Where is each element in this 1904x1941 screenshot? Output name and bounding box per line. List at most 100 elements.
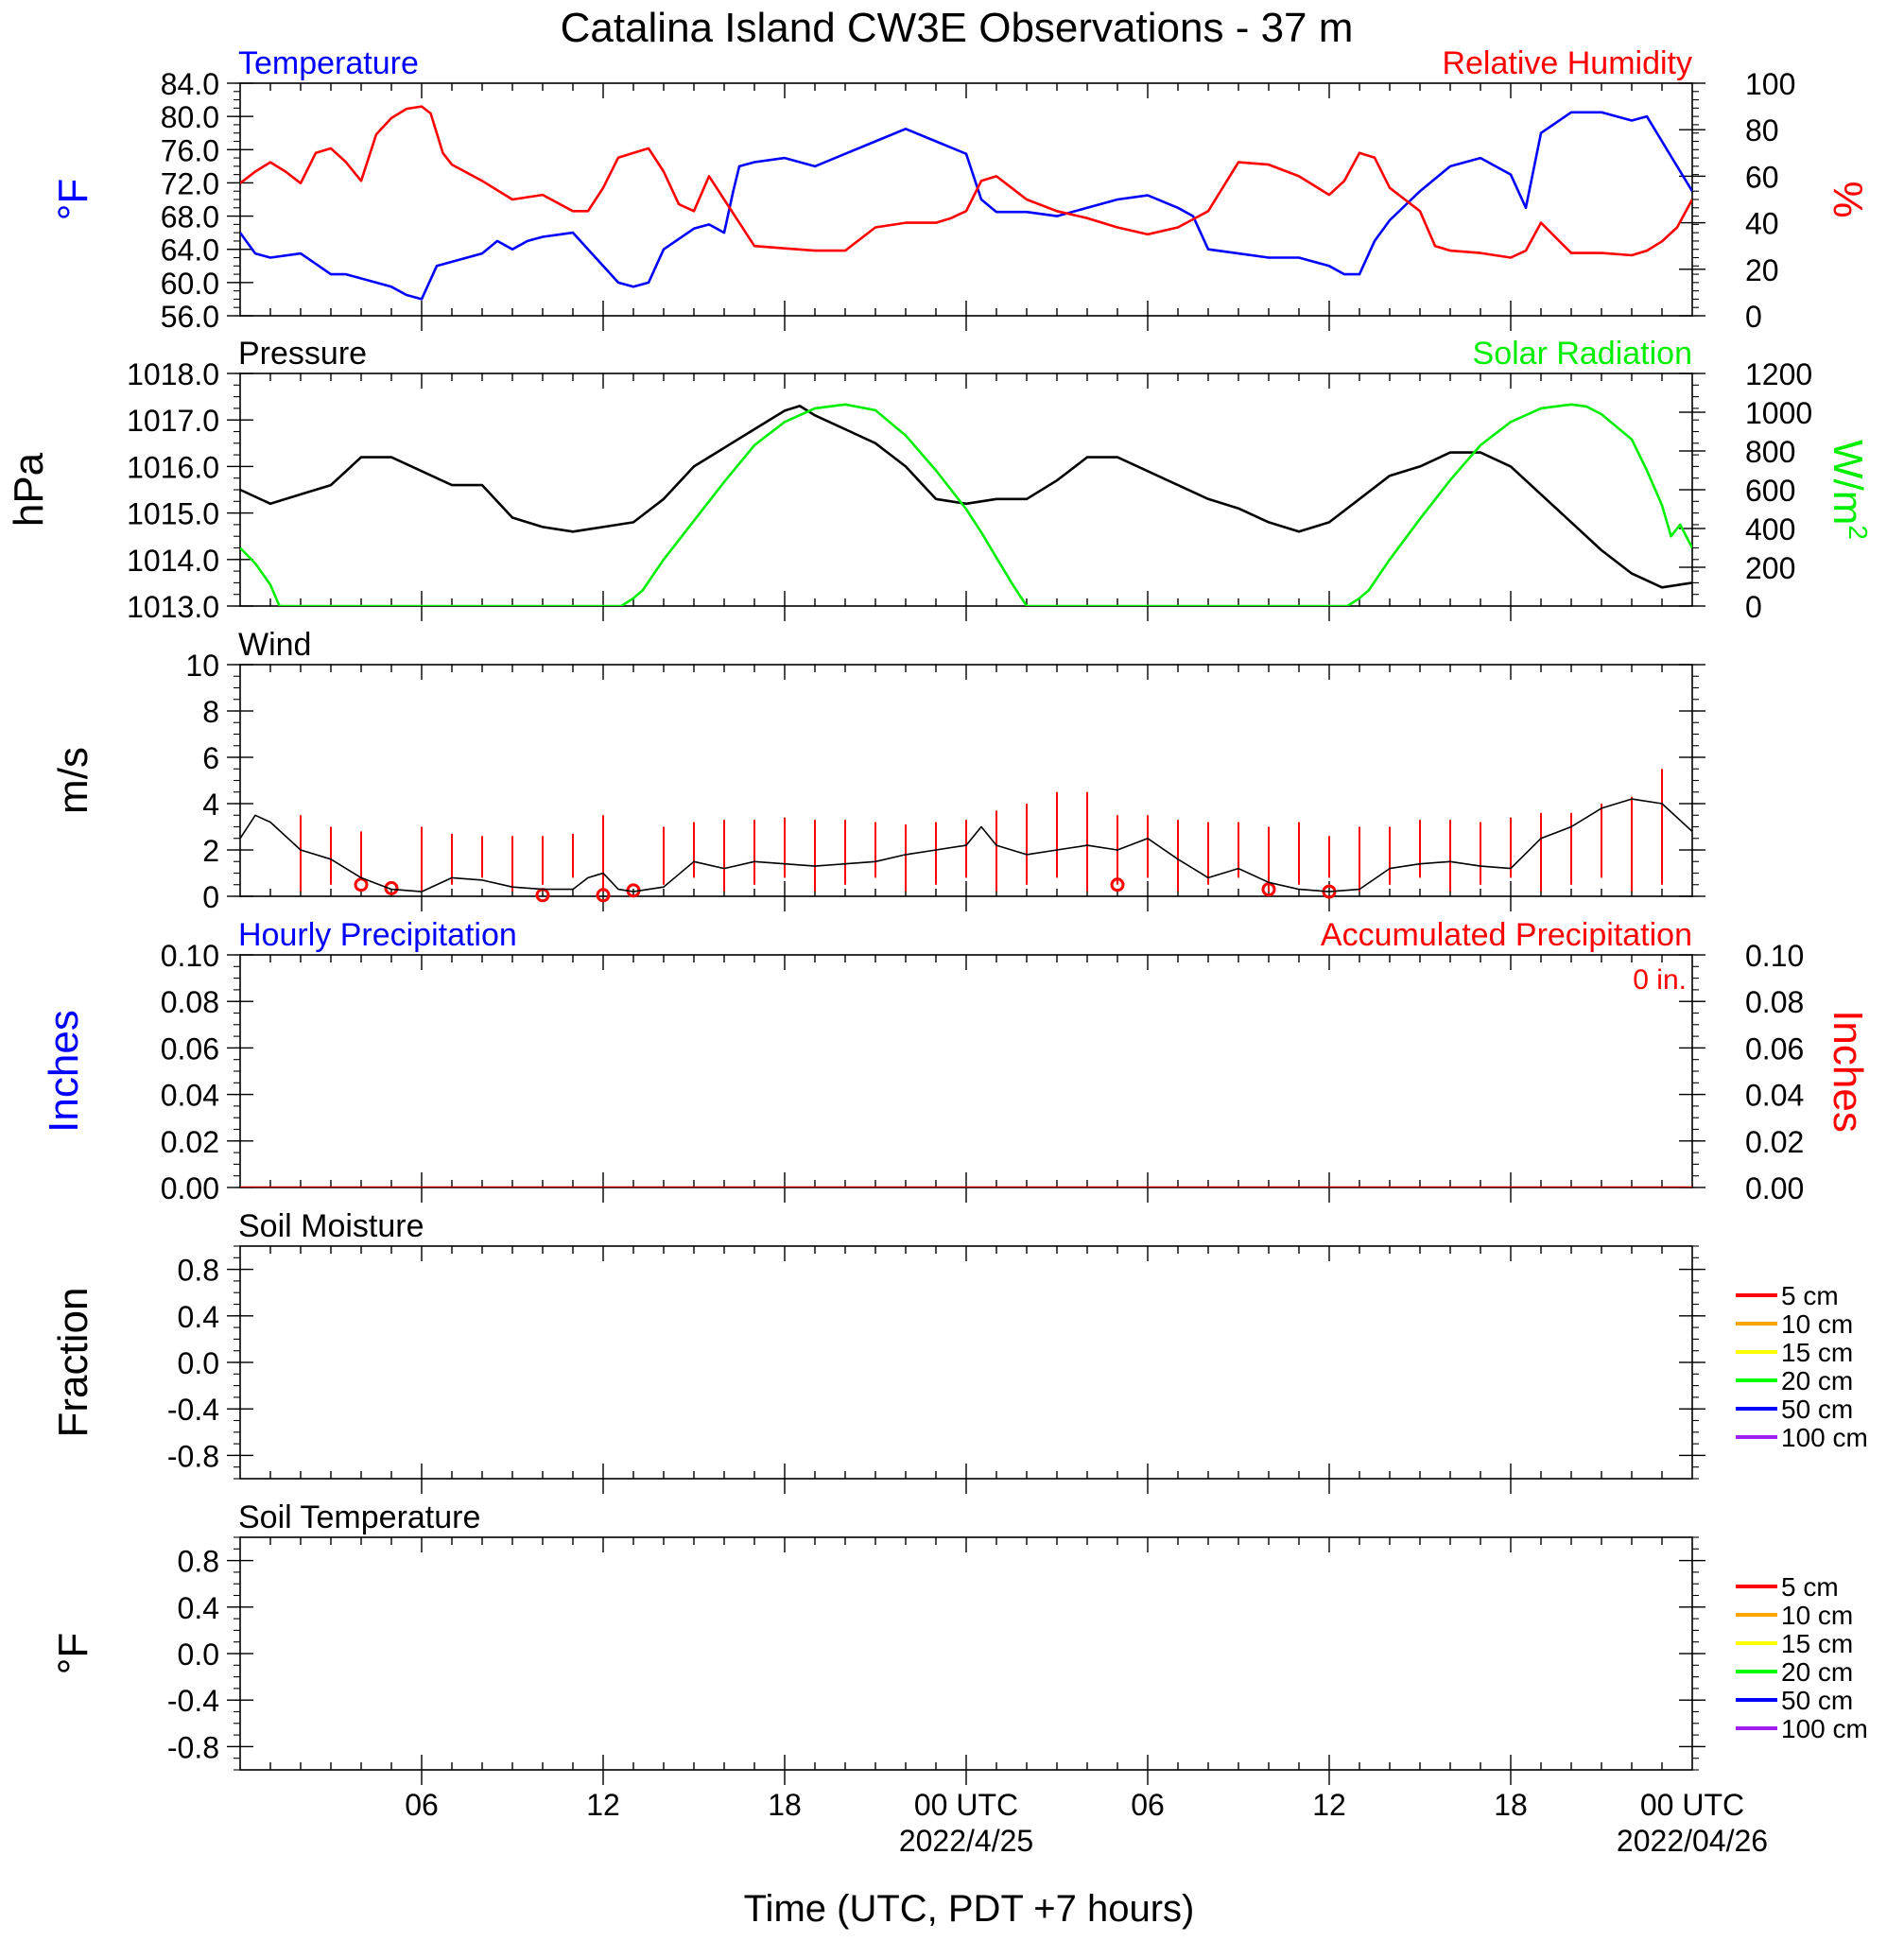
- x-tick-date-label: 2022/4/25: [899, 1824, 1033, 1858]
- y-left-tick-label: -0.4: [167, 1684, 219, 1718]
- y-left-tick-label: 0.00: [161, 1171, 219, 1205]
- legend-label: 50 cm: [1781, 1395, 1853, 1424]
- y-left-tick-label: 0.8: [178, 1254, 219, 1288]
- plot-frame: [239, 1245, 1693, 1480]
- y-left-tick-label: 84.0: [161, 67, 219, 101]
- legend-label: 5 cm: [1781, 1572, 1839, 1602]
- panel-precipitation: 0.00 0.02 0.04 0.06 0.08 0.10 0.00 0.02 0.04 0.06…: [41, 917, 1871, 1205]
- x-axis-label: Time (UTC, PDT +7 hours): [744, 1888, 1195, 1930]
- panel-title-left: Soil Temperature: [238, 1499, 480, 1535]
- panel-soil-temperature: -0.8 -0.4 0.0 0.4 0.8 Soil Temperature °F 5 cm 1…: [50, 1499, 1868, 1785]
- series-line-solar-radiation: [240, 403, 1692, 606]
- y-right-tick-label: 0.04: [1745, 1079, 1804, 1113]
- panel-title-right: Solar Radiation: [1473, 336, 1692, 372]
- y-left-tick-label: -0.8: [167, 1439, 219, 1473]
- y-left-tick-label: 1015.0: [127, 497, 219, 531]
- x-tick-label: 06: [405, 1788, 439, 1822]
- y-left-tick-label: -0.8: [167, 1730, 219, 1764]
- x-tick-label: 00 UTC: [914, 1788, 1018, 1822]
- y-axis-label-left: Fraction: [50, 1288, 96, 1438]
- y-left-tick-label: 80.0: [161, 100, 219, 134]
- y-left-tick-label: 60.0: [161, 267, 219, 301]
- calm-wind-marker: [384, 880, 399, 895]
- panel-wind: 0 2 4 6 8 10 Wind m/s: [50, 627, 1705, 914]
- y-left-tick-label: 1017.0: [127, 404, 219, 438]
- y-right-tick-label: 20: [1745, 253, 1779, 287]
- y-left-tick-label: 56.0: [161, 300, 219, 334]
- series-line-temperature: [240, 111, 1692, 301]
- y-right-tick-label: 0.00: [1745, 1171, 1804, 1205]
- x-tick-label: 06: [1131, 1788, 1165, 1822]
- y-axis-label-left: °F: [50, 1633, 96, 1674]
- y-axis-label-right: W/m2: [1825, 440, 1873, 540]
- y-left-tick-label: 2: [202, 834, 219, 868]
- y-left-tick-label: 0: [202, 880, 219, 914]
- y-left-tick-label: 64.0: [161, 234, 219, 268]
- y-left-tick-label: 1018.0: [127, 357, 219, 391]
- y-left-tick-label: -0.4: [167, 1393, 219, 1427]
- y-left-tick-label: 1014.0: [127, 544, 219, 578]
- legend-label: 100 cm: [1781, 1423, 1868, 1452]
- y-right-tick-label: 400: [1745, 512, 1795, 546]
- panel-title-left: Soil Moisture: [238, 1208, 424, 1244]
- x-tick-label: 18: [1494, 1788, 1528, 1822]
- series-line-wind: [240, 798, 1692, 893]
- plot-frame: [239, 1536, 1693, 1771]
- y-left-tick-label: 0.4: [178, 1300, 219, 1334]
- legend-label: 50 cm: [1781, 1686, 1853, 1715]
- y-left-tick-label: 76.0: [161, 133, 219, 167]
- series-line-relative-humidity: [240, 105, 1692, 259]
- y-left-tick-label: 0.04: [161, 1079, 219, 1113]
- y-axis-label-left: m/s: [50, 747, 96, 814]
- legend-label: 20 cm: [1781, 1657, 1853, 1687]
- y-left-tick-label: 0.06: [161, 1031, 219, 1066]
- y-left-tick-label: 1013.0: [127, 590, 219, 624]
- panel-title-left: Temperature: [238, 45, 419, 81]
- y-right-tick-label: 1200: [1745, 357, 1812, 391]
- y-right-tick-label: 80: [1745, 113, 1779, 147]
- calm-wind-marker: [1261, 882, 1276, 897]
- plot-frame: [239, 82, 1693, 317]
- panels: 56.060.064.068.072.076.080.084.002040608…: [6, 45, 1873, 1785]
- y-left-tick-label: 4: [202, 788, 219, 822]
- y-right-tick-label: 600: [1745, 474, 1795, 508]
- panel-pressure-solar: 1013.0 1014.0 1015.0 1016.0 1017.0 1018.0 0 200…: [6, 336, 1873, 624]
- y-axis-label-right: %: [1825, 181, 1871, 217]
- series-line-pressure: [240, 405, 1692, 589]
- y-right-tick-label: 60: [1745, 160, 1779, 194]
- panel-temperature-humidity: 56.060.064.068.072.076.080.084.0 0 20 40 60 8…: [50, 45, 1871, 334]
- x-tick-label: 12: [586, 1788, 620, 1822]
- y-right-tick-label: 200: [1745, 551, 1795, 585]
- y-right-tick-label: 0.08: [1745, 985, 1804, 1019]
- legend-label: 20 cm: [1781, 1366, 1853, 1395]
- y-left-tick-label: 8: [202, 695, 219, 729]
- y-left-tick-label: 10: [185, 649, 219, 683]
- calm-wind-marker: [596, 888, 611, 903]
- y-left-tick-label: 0.08: [161, 985, 219, 1019]
- y-left-tick-label: 0.0: [178, 1638, 219, 1672]
- y-right-tick-label: 40: [1745, 207, 1779, 241]
- y-axis-label-left: hPa: [6, 452, 52, 527]
- y-left-tick-label: 0.10: [161, 939, 219, 973]
- y-left-tick-label: 0.8: [178, 1545, 219, 1579]
- y-axis-label-right: Inches: [1825, 1010, 1871, 1133]
- calm-wind-marker: [354, 877, 369, 893]
- x-tick-label: 12: [1312, 1788, 1346, 1822]
- plot-frame: [239, 954, 1693, 1188]
- y-left-tick-label: 0.4: [178, 1591, 219, 1625]
- legend-label: 100 cm: [1781, 1714, 1868, 1743]
- y-right-tick-label: 0: [1745, 590, 1762, 624]
- chart-title: Catalina Island CW3E Observations - 37 m: [561, 5, 1354, 51]
- y-left-tick-label: 72.0: [161, 166, 219, 200]
- panel-title-right: Relative Humidity: [1442, 45, 1692, 81]
- y-left-tick-label: 6: [202, 741, 219, 775]
- precip-total-annotation: 0 in.: [1633, 964, 1687, 996]
- y-axis-label-left: °F: [50, 179, 96, 220]
- y-left-tick-label: 68.0: [161, 200, 219, 234]
- x-tick-date-label: 2022/04/26: [1617, 1824, 1768, 1858]
- y-left-tick-label: 0.02: [161, 1125, 219, 1159]
- x-tick-label: 18: [768, 1788, 802, 1822]
- y-left-tick-label: 1016.0: [127, 450, 219, 484]
